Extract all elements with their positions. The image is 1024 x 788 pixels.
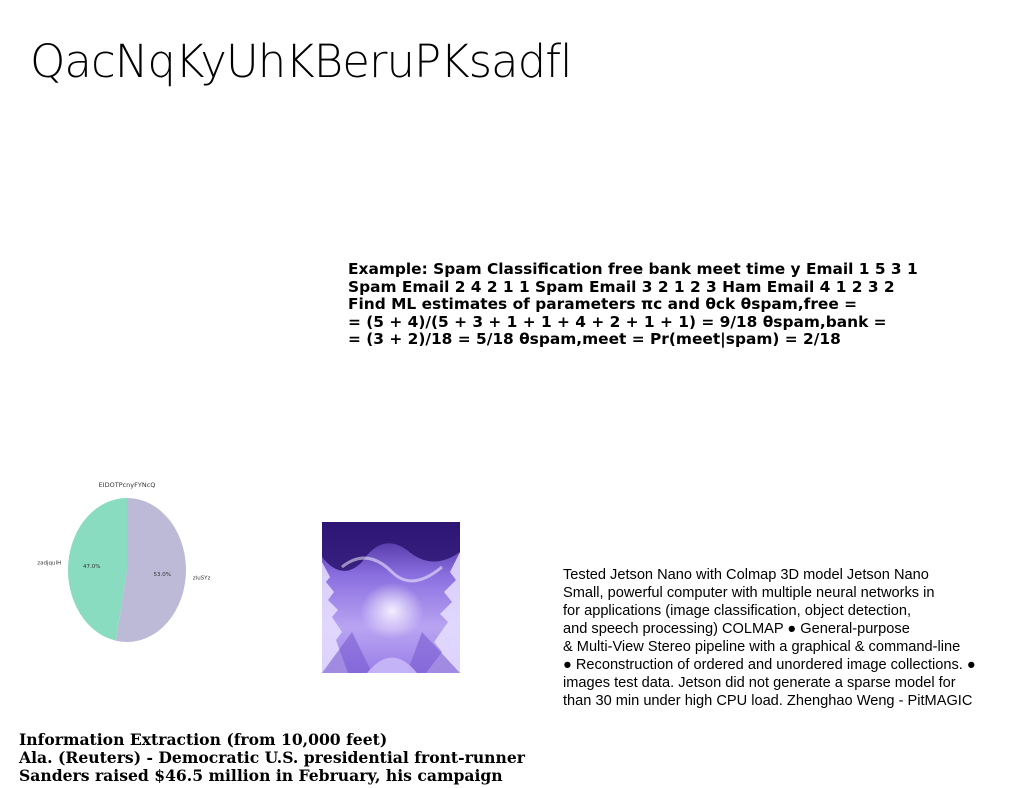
page-title: QacNqKyUhKBeruPKsadfl: [30, 35, 573, 88]
forest-photo-svg: [322, 522, 460, 673]
spam-line-4: = (5 + 4)/(5 + 3 + 1 + 1 + 4 + 2 + 1 + 1…: [348, 312, 887, 331]
pie-value-label: 53.0%: [154, 572, 171, 578]
pie-chart: EIDOTPcnyFYNcQ 47.0% zadjqulH 53.0% zluSYz: [30, 476, 230, 651]
pie-category-label: zadjqulH: [37, 560, 61, 566]
ie-line-3: Sanders raised $46.5 million in February…: [19, 766, 503, 785]
jetson-line-4: and speech processing) COLMAP ● General-…: [563, 621, 910, 637]
pie-chart-svg: EIDOTPcnyFYNcQ 47.0% zadjqulH 53.0% zluSYz: [37, 481, 211, 642]
spam-line-5: = (3 + 2)/18 = 5/18 θspam,meet = Pr(meet…: [348, 330, 841, 349]
spam-classification-text: Example: Spam Classification free bank m…: [348, 260, 918, 349]
jetson-nano-text: Tested Jetson Nano with Colmap 3D model …: [563, 566, 976, 710]
jetson-line-7: images test data. Jetson did not generat…: [563, 675, 956, 691]
spam-line-2: Spam Email 2 4 2 1 1 Spam Email 3 2 1 2 …: [348, 277, 895, 296]
pie-category-label: zluSYz: [193, 576, 211, 582]
jetson-line-2: Small, powerful computer with multiple n…: [563, 585, 935, 601]
ie-line-2: Ala. (Reuters) - Democratic U.S. preside…: [19, 748, 525, 767]
information-extraction-text: Information Extraction (from 10,000 feet…: [19, 731, 525, 785]
spam-line-1: Example: Spam Classification free bank m…: [348, 260, 918, 278]
pie-value-label: 47.0%: [83, 564, 100, 570]
pie-slice-zadjqulH: [67, 498, 127, 641]
spam-line-3: Find ML estimates of parameters πc and θ…: [348, 295, 858, 314]
chart-title: EIDOTPcnyFYNcQ: [99, 481, 156, 489]
jetson-line-8: than 30 min under high CPU load. Zhengha…: [563, 693, 973, 709]
forest-photo: [322, 522, 460, 673]
jetson-line-1: Tested Jetson Nano with Colmap 3D model …: [563, 567, 929, 583]
pie-slice-zluSYz: [115, 498, 186, 642]
jetson-line-6: ● Reconstruction of ordered and unordere…: [563, 657, 976, 673]
jetson-line-3: for applications (image classification, …: [563, 603, 911, 619]
ie-line-1: Information Extraction (from 10,000 feet…: [19, 730, 388, 749]
jetson-line-5: & Multi-View Stereo pipeline with a grap…: [563, 639, 961, 655]
